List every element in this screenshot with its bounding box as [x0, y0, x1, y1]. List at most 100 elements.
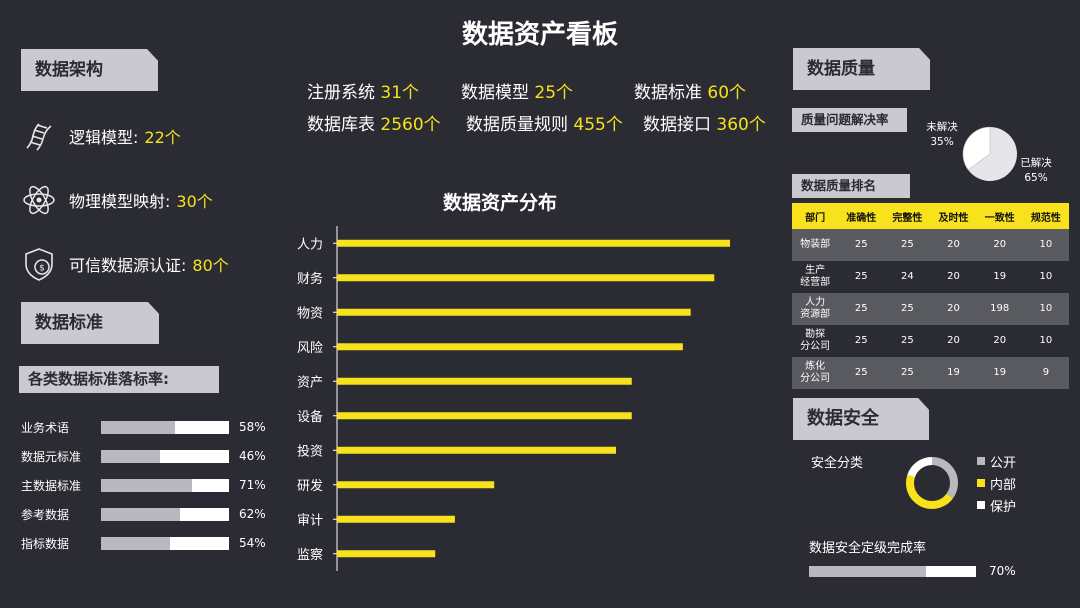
category-label: 资产 — [297, 375, 323, 390]
svg-text:$: $ — [39, 264, 45, 274]
security-heading: 数据安全 — [793, 398, 929, 440]
stat-data-models: 数据模型 25个 — [461, 78, 573, 103]
table-row: 人力 资源部 25 25 20 198 10 — [792, 293, 1069, 325]
bar-研发 — [337, 481, 495, 489]
stat-unit: 个 — [729, 83, 747, 103]
security-grading-label: 数据安全定级完成率 — [809, 541, 927, 556]
security-legend: 公开 内部 保护 — [977, 450, 1016, 516]
arch-item-physical-mapping: 物理模型映射: 30个 — [21, 182, 213, 218]
arch-label: 物理模型映射: — [69, 192, 171, 211]
shield-coin-icon: $ — [25, 248, 53, 281]
legend-label: 内部 — [990, 477, 1017, 493]
standard-label: 参考数据 — [21, 507, 70, 522]
score-cell: 20 — [930, 293, 977, 325]
department-cell: 生产 经营部 — [792, 261, 839, 293]
stat-unit: 个 — [605, 115, 623, 135]
pie-slice-unresolved — [962, 126, 991, 171]
table-row: 生产 经营部 25 24 20 19 10 — [792, 261, 1069, 293]
standard-value: 71% — [239, 478, 266, 492]
standard-progress-fill — [101, 536, 171, 550]
standard-progress-bar — [101, 536, 229, 550]
standard-progress-fill — [101, 420, 176, 434]
architecture-heading: 数据架构 — [21, 49, 158, 91]
bar-物资 — [337, 308, 691, 316]
column-header: 完整性 — [884, 203, 931, 229]
arch-item-trusted-source: $ 可信数据源认证: 80个 — [21, 246, 229, 282]
standard-progress-bar — [101, 449, 229, 463]
arch-label: 逻辑模型: — [69, 128, 139, 147]
category-label: 财务 — [297, 271, 323, 287]
legend-item: 保护 — [977, 494, 1016, 516]
stat-data-standards: 数据标准 60个 — [634, 78, 746, 103]
score-cell: 19 — [976, 357, 1023, 389]
standard-label: 业务术语 — [21, 420, 70, 435]
stat-label: 数据模型 — [461, 83, 529, 103]
score-cell: 25 — [884, 357, 931, 389]
bar-资产 — [337, 377, 632, 385]
standard-value: 46% — [239, 449, 266, 463]
arch-label: 可信数据源认证: — [69, 256, 187, 275]
category-label: 设备 — [297, 409, 323, 425]
score-cell: 25 — [838, 357, 885, 389]
standard-value: 62% — [239, 507, 266, 521]
column-header: 规范性 — [1022, 203, 1069, 229]
standard-progress-fill — [101, 507, 181, 521]
score-cell: 25 — [838, 325, 885, 357]
bar-财务 — [337, 274, 715, 282]
category-label: 风险 — [297, 341, 323, 356]
category-label: 研发 — [297, 478, 323, 494]
bar-监察 — [337, 550, 436, 558]
column-header: 一致性 — [976, 203, 1023, 229]
score-cell: 25 — [838, 261, 885, 293]
standard-progress-bar — [101, 420, 229, 434]
score-cell: 198 — [976, 293, 1023, 325]
arch-item-logical-model: 逻辑模型: 22个 — [21, 118, 181, 154]
category-label: 人力 — [297, 237, 323, 252]
stat-quality-rules: 数据质量规则 455个 — [466, 110, 623, 135]
security-donut-chart — [906, 457, 958, 509]
stat-label: 数据库表 — [307, 115, 375, 135]
department-cell: 炼化 分公司 — [792, 357, 839, 389]
rank-heading: 数据质量排名 — [792, 174, 910, 198]
standards-heading: 数据标准 — [21, 302, 159, 344]
resolution-heading: 质量问题解决率 — [792, 108, 907, 132]
score-cell: 20 — [976, 325, 1023, 357]
stat-value: 25 — [534, 83, 557, 103]
standards-list: 业务术语 58% 数据元标准 46% 主数据标准 71% 参考数据 62% 指标… — [21, 420, 266, 551]
table-header-row: 部门 准确性 完整性 及时性 一致性 规范性 — [792, 203, 1069, 229]
score-cell: 25 — [884, 229, 931, 261]
quality-rank-table: 部门 准确性 完整性 及时性 一致性 规范性 物装部 25 25 20 20 10 生产 经… — [792, 203, 1069, 389]
standard-progress-fill — [101, 478, 192, 492]
stat-unit: 个 — [423, 115, 441, 135]
legend-swatch — [977, 457, 985, 465]
column-header: 及时性 — [930, 203, 977, 229]
standard-progress-fill — [101, 449, 160, 463]
category-label: 投资 — [297, 443, 323, 459]
score-cell: 20 — [930, 229, 977, 261]
arch-value: 22个 — [144, 128, 181, 147]
score-cell: 25 — [884, 325, 931, 357]
stat-value: 455 — [573, 115, 606, 135]
pie-unresolved-value: 35% — [930, 136, 954, 148]
table-row: 勘探 分公司 25 25 20 20 10 — [792, 325, 1069, 357]
standard-value: 54% — [239, 536, 266, 550]
security-classification-label: 安全分类 — [811, 456, 864, 471]
standard-row: 主数据标准 71% — [21, 478, 266, 493]
score-cell: 19 — [976, 261, 1023, 293]
legend-item: 公开 — [977, 450, 1016, 472]
stat-label: 数据标准 — [634, 83, 702, 103]
pie-unresolved-label: 未解决 — [926, 121, 958, 133]
department-cell: 勘探 分公司 — [792, 325, 839, 357]
atom-icon — [23, 185, 55, 215]
department-cell: 物装部 — [792, 229, 839, 261]
security-grading-bar — [809, 566, 976, 577]
chart-title: 数据资产分布 — [442, 192, 557, 214]
standard-label: 指标数据 — [21, 536, 70, 551]
pie-resolved-value: 65% — [1024, 172, 1048, 184]
column-header: 准确性 — [838, 203, 885, 229]
arch-value: 30个 — [176, 192, 213, 211]
score-cell: 25 — [884, 293, 931, 325]
score-cell: 9 — [1022, 357, 1069, 389]
legend-label: 保护 — [990, 499, 1017, 515]
stat-value: 2560 — [380, 115, 424, 135]
